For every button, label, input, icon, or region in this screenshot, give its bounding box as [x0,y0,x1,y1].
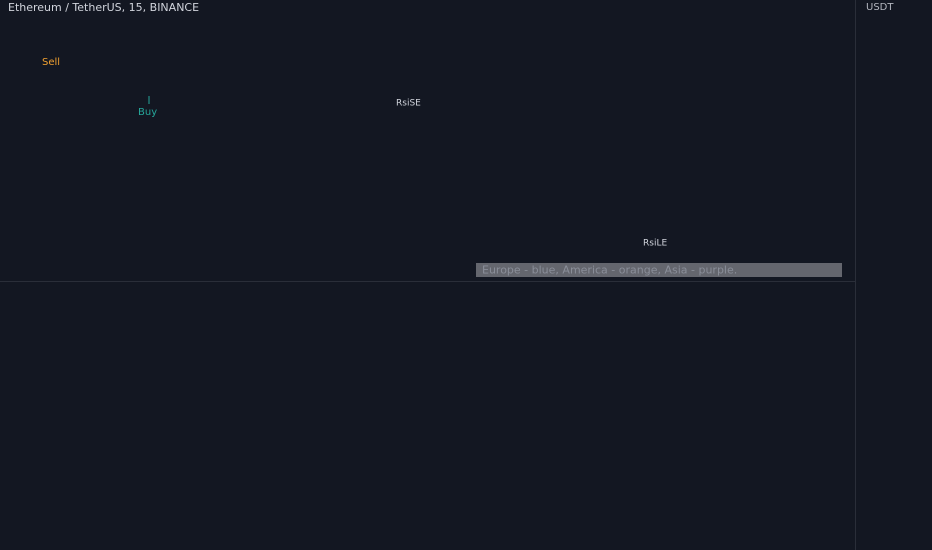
y-axis-label: USDT [866,2,894,13]
session-note: Europe - blue, America - orange, Asia - … [482,264,737,277]
chart-title: Ethereum / TetherUS, 15, BINANCE [8,1,199,14]
signal-label: RsiLE [643,239,667,249]
signal-label: RsiSE [396,99,421,109]
signal-label: Sell [42,57,60,68]
signal-label: Buy [138,107,157,118]
session-note-box [476,263,842,277]
labels: Ethereum / TetherUS, 15, BINANCE USDT Se… [8,1,894,277]
